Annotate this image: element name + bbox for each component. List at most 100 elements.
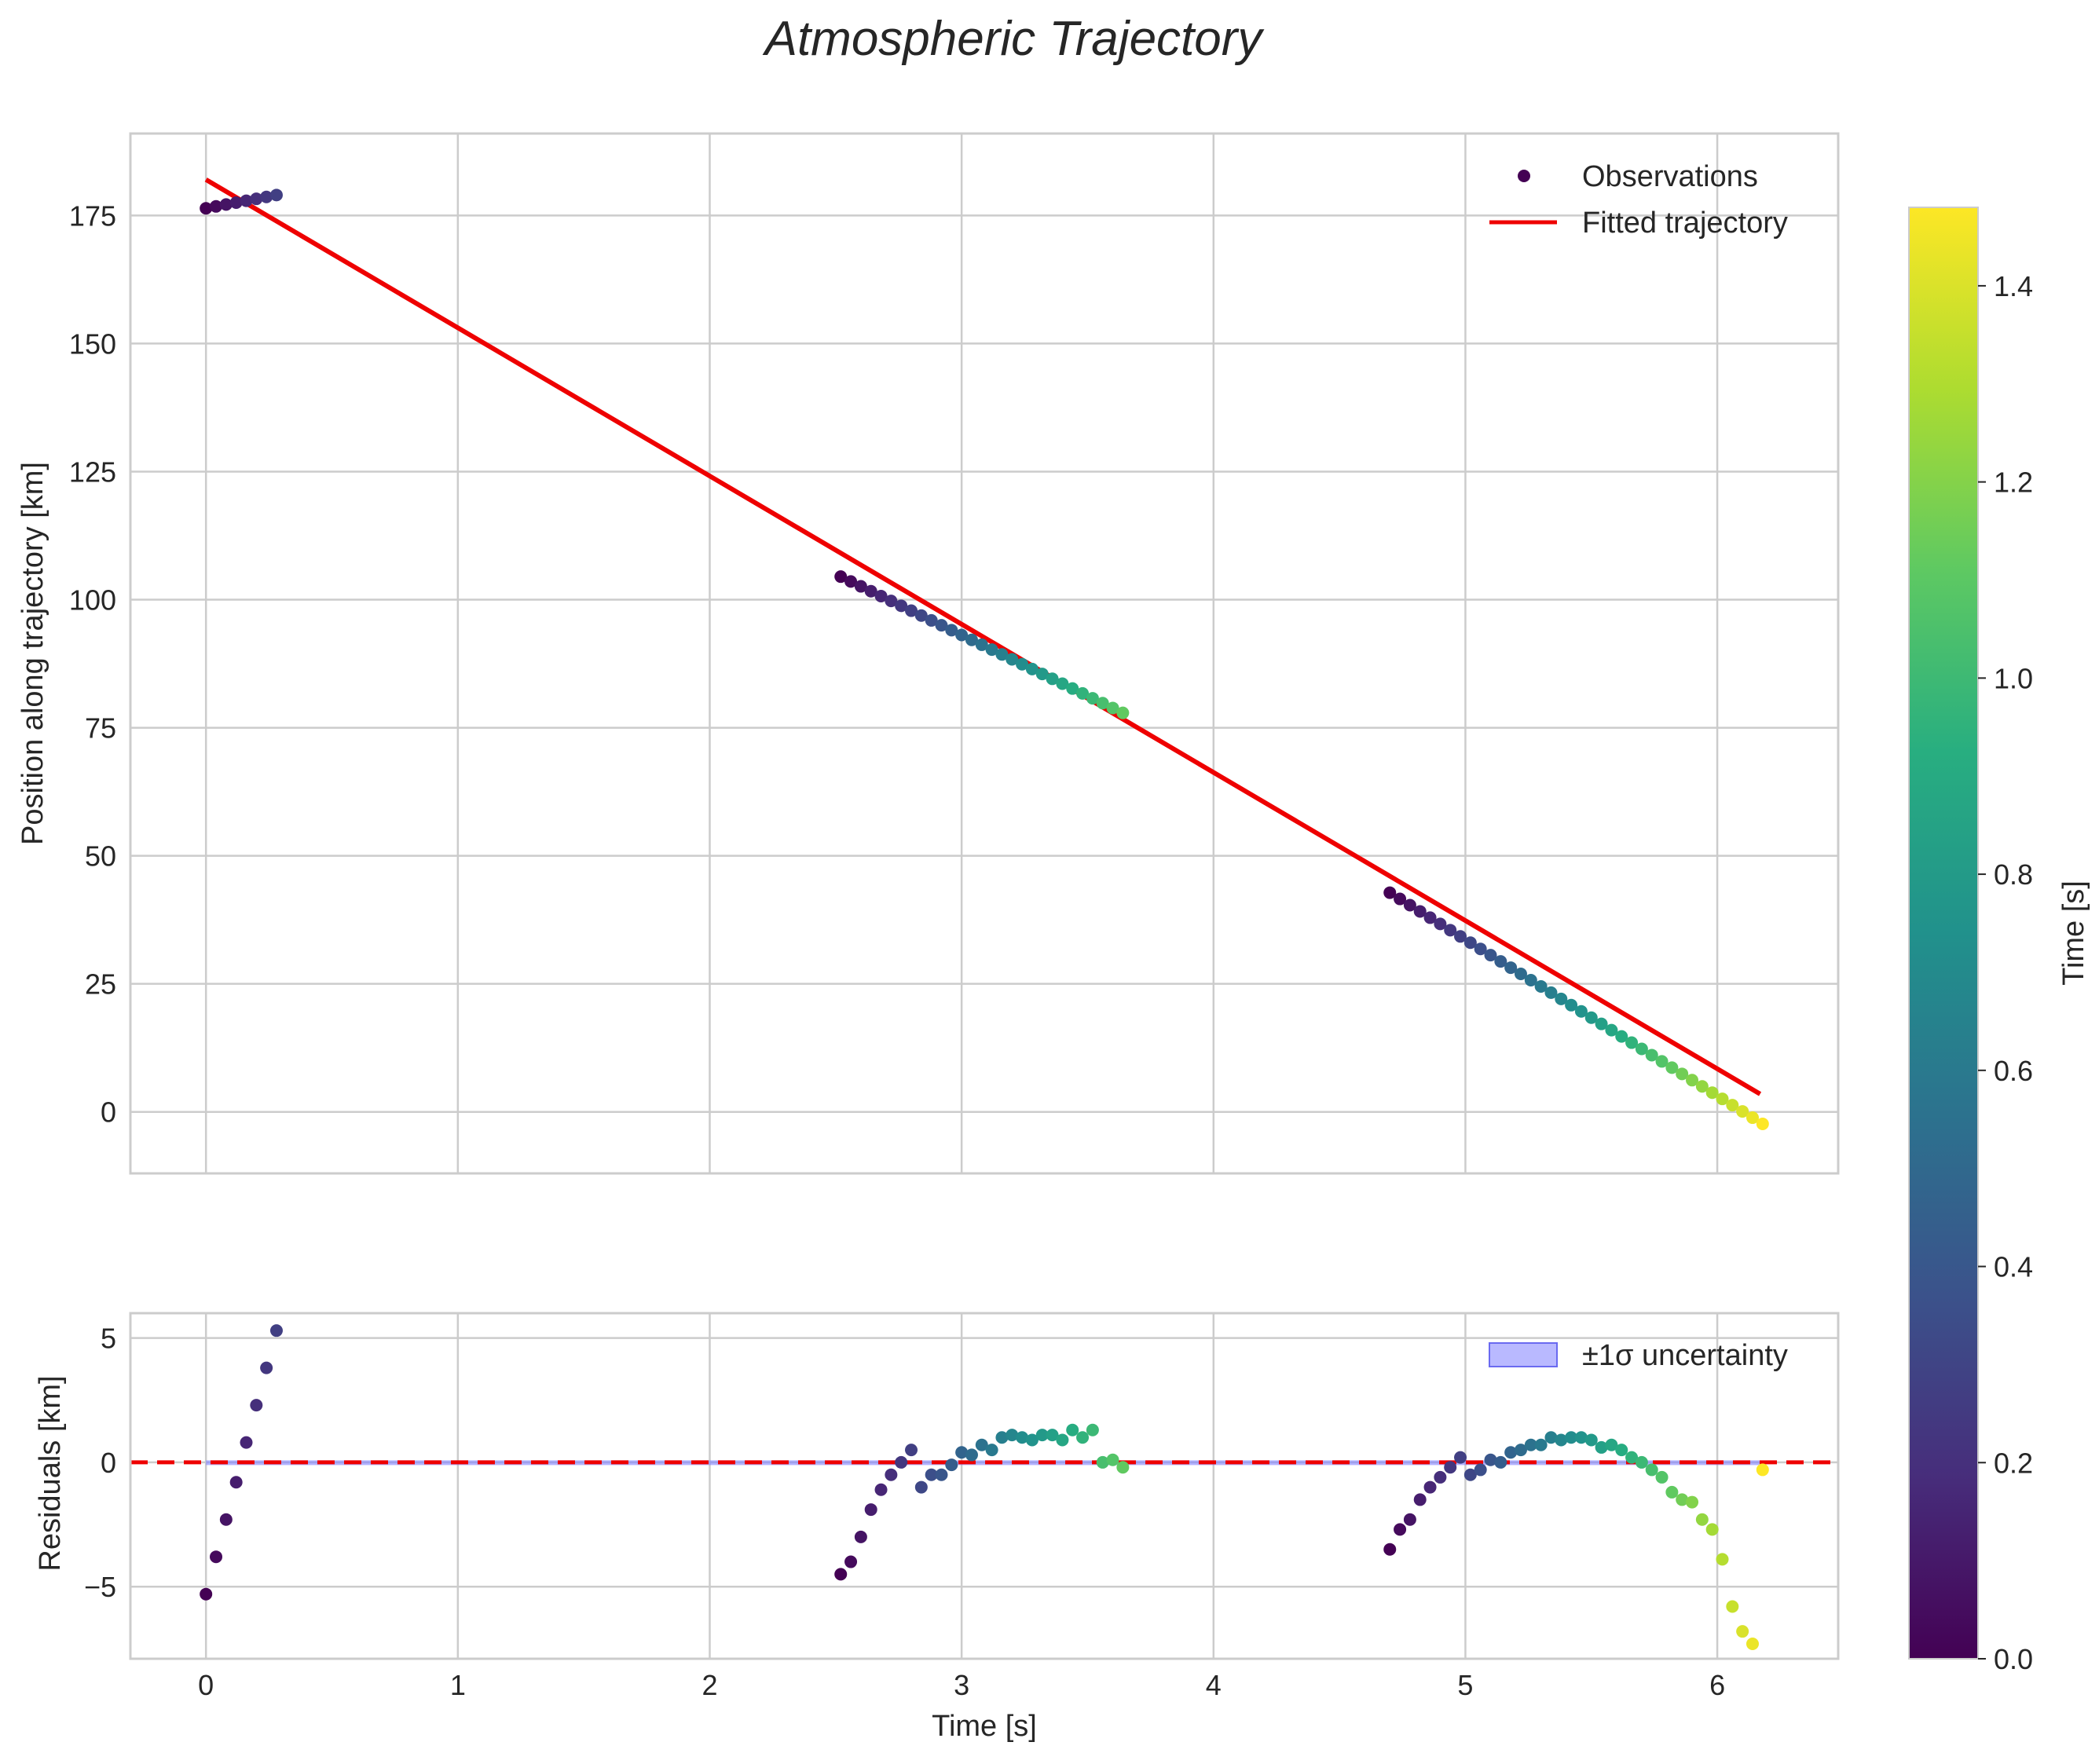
residual-point <box>1066 1423 1079 1436</box>
residual-point <box>1686 1495 1699 1509</box>
residual-point <box>229 1476 243 1489</box>
residual-plot-area: −5 0 5 0 1 2 3 4 5 6 Residuals [km] Time [s] ±1σ… <box>34 1312 1840 1743</box>
residual-y-tick-label: 0 <box>101 1447 116 1479</box>
colorbar-label: Time [s] <box>2057 880 2090 986</box>
observation-point <box>965 633 978 646</box>
residual-point <box>1746 1638 1759 1651</box>
observation-point <box>1716 1092 1729 1106</box>
observation-point <box>1116 706 1130 719</box>
observation-point <box>1474 942 1487 956</box>
residual-point <box>1595 1440 1608 1454</box>
residual-point <box>1016 1431 1029 1444</box>
observation-point <box>1635 1042 1648 1056</box>
observation-point <box>1524 973 1537 986</box>
residual-point <box>1006 1429 1019 1442</box>
observation-point <box>985 643 998 657</box>
residual-point <box>1605 1438 1618 1451</box>
residual-point <box>1756 1463 1769 1477</box>
residual-y-tick-label: 5 <box>101 1323 116 1355</box>
observation-point <box>1423 911 1437 924</box>
main-y-tick-labels: 0 25 50 75 100 125 150 175 <box>69 199 116 1128</box>
residual-point <box>1056 1433 1069 1447</box>
residual-y-tick-labels: −5 0 5 <box>84 1323 116 1604</box>
x-tick-label: 4 <box>1206 1669 1222 1701</box>
observation-point <box>1534 979 1548 993</box>
uncertainty-band-layer <box>206 1460 1760 1466</box>
observation-point <box>1383 886 1397 899</box>
main-plot-area: 0 25 50 75 100 125 150 175 Position along traje… <box>16 132 1840 1175</box>
main-y-tick-label: 175 <box>69 199 116 232</box>
residual-point <box>200 1587 213 1601</box>
main-y-tick-label: 0 <box>101 1096 116 1129</box>
observation-point <box>895 599 908 613</box>
observation-point <box>874 589 888 602</box>
residual-points <box>200 1324 1769 1651</box>
colorbar-tick-label: 1.4 <box>1994 270 2033 302</box>
observation-point <box>995 648 1009 661</box>
main-y-tick-label: 50 <box>85 840 116 873</box>
residual-point <box>1705 1523 1719 1536</box>
observation-point <box>1756 1117 1769 1130</box>
residual-point <box>1096 1455 1109 1469</box>
legend-uncertainty-label: ±1σ uncertainty <box>1582 1339 1788 1372</box>
residual-point <box>1524 1438 1537 1451</box>
residual-point <box>844 1555 858 1568</box>
observation-point <box>1645 1049 1658 1062</box>
residual-point <box>885 1468 898 1481</box>
residual-point <box>1403 1513 1416 1526</box>
legend-observations-marker <box>1518 170 1530 182</box>
observation-point <box>935 619 948 632</box>
residual-point <box>935 1468 948 1481</box>
uncertainty-band <box>206 1460 1760 1466</box>
residual-point <box>995 1431 1009 1444</box>
main-axes-frame <box>129 132 1840 1175</box>
colorbar-tick-label: 1.2 <box>1994 467 2033 499</box>
residual-point <box>1434 1470 1447 1484</box>
residual-point <box>219 1513 233 1526</box>
observation-point <box>1625 1036 1639 1049</box>
observation-point <box>1434 917 1447 931</box>
observation-points <box>200 188 1769 1130</box>
main-y-tick-label: 25 <box>85 968 116 1001</box>
observation-point <box>844 575 858 588</box>
colorbar-tick-label: 0.0 <box>1994 1643 2033 1675</box>
observation-point <box>1544 986 1558 999</box>
residual-point <box>1635 1455 1648 1469</box>
x-tick-label: 2 <box>701 1669 717 1701</box>
observation-point <box>885 595 898 608</box>
observation-point <box>1016 657 1029 671</box>
residual-point <box>1555 1433 1568 1447</box>
observation-point <box>1595 1017 1608 1030</box>
main-y-tick-label: 150 <box>69 328 116 360</box>
residual-point <box>1383 1543 1397 1556</box>
observation-point <box>1025 662 1039 675</box>
observation-point <box>1615 1030 1628 1043</box>
residual-point <box>965 1448 978 1462</box>
observation-point <box>1403 898 1416 912</box>
x-axis-label: Time [s] <box>932 1710 1037 1743</box>
residual-point <box>1484 1453 1497 1466</box>
main-y-tick-label: 125 <box>69 456 116 488</box>
observation-point <box>864 584 877 598</box>
observation-point <box>1066 682 1079 695</box>
residual-axes-frame <box>129 1312 1840 1660</box>
residual-point <box>1504 1446 1518 1459</box>
observation-point <box>1514 968 1527 981</box>
residual-point <box>210 1550 223 1564</box>
legend-observations-label: Observations <box>1582 160 1758 193</box>
residual-point <box>945 1458 958 1472</box>
residual-point <box>1413 1493 1427 1506</box>
observation-point <box>1574 1005 1588 1018</box>
legend-fitted-label: Fitted trajectory <box>1582 207 1788 240</box>
residual-point <box>1106 1453 1119 1466</box>
main-grid <box>130 134 1838 1173</box>
residual-point <box>1716 1553 1729 1566</box>
residual-point <box>1076 1431 1090 1444</box>
observation-point <box>200 202 213 215</box>
residual-point <box>1454 1451 1467 1464</box>
residual-y-axis-label: Residuals [km] <box>34 1375 67 1571</box>
residual-point <box>1444 1461 1457 1474</box>
observation-point <box>1565 998 1578 1012</box>
observation-point <box>1504 961 1518 975</box>
observation-point <box>955 628 969 642</box>
